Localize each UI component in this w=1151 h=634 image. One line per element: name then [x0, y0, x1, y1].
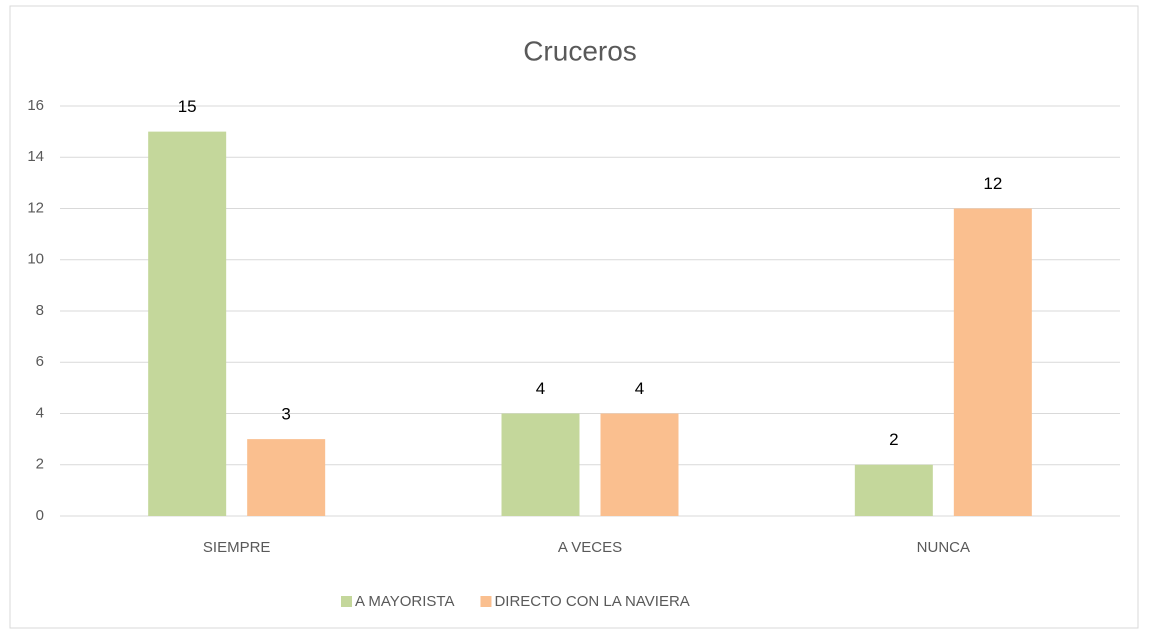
y-tick-label: 6: [36, 353, 44, 370]
bar: [501, 413, 580, 516]
legend-swatch: [341, 596, 352, 607]
y-tick-label: 0: [36, 507, 44, 524]
data-label: 12: [983, 174, 1002, 193]
bar: [247, 439, 326, 516]
x-tick-label: SIEMPRE: [203, 539, 271, 556]
data-label: 4: [635, 379, 644, 398]
y-tick-label: 4: [36, 404, 44, 421]
data-label: 2: [889, 430, 898, 449]
chart-title: Cruceros: [523, 35, 637, 66]
y-tick-label: 16: [27, 97, 44, 114]
bar: [854, 464, 933, 516]
y-tick-label: 2: [36, 456, 44, 473]
legend-label: DIRECTO CON LA NAVIERA: [494, 593, 689, 610]
bar: [953, 208, 1032, 516]
data-label: 15: [178, 97, 197, 116]
data-label: 4: [536, 379, 545, 398]
legend-swatch: [480, 596, 492, 607]
y-tick-label: 8: [36, 302, 44, 319]
y-tick-label: 14: [27, 148, 44, 165]
y-tick-label: 10: [27, 251, 44, 268]
x-tick-label: A VECES: [558, 539, 622, 556]
x-tick-label: NUNCA: [917, 539, 970, 556]
bar: [148, 131, 227, 516]
y-tick-label: 12: [27, 199, 44, 216]
data-label: 3: [281, 405, 290, 424]
bar: [600, 413, 679, 516]
legend-label: A MAYORISTA: [355, 593, 454, 610]
